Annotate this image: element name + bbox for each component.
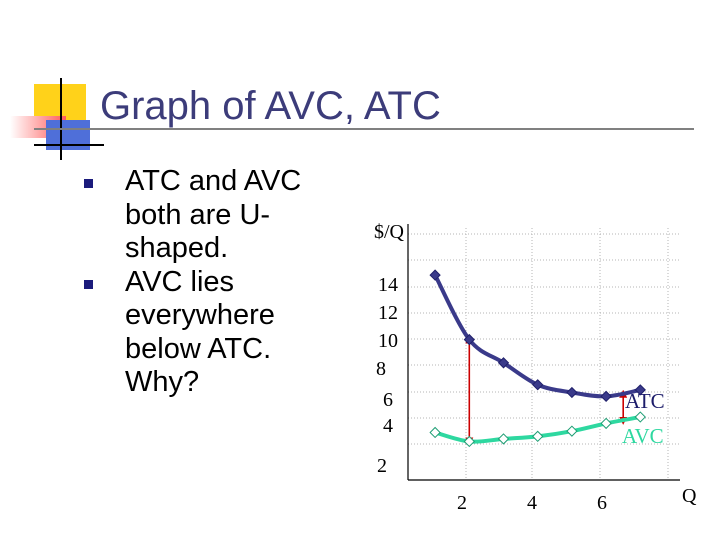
y-tick-label: 10 — [378, 330, 398, 352]
atc-point-3 — [497, 357, 510, 369]
avc-point-6 — [600, 417, 612, 430]
atc-point-7 — [634, 384, 646, 396]
chart-grid — [408, 228, 680, 478]
avc-point-7 — [634, 411, 646, 423]
atc-point-2 — [463, 333, 475, 346]
y-tick-label: 12 — [378, 302, 398, 324]
bullet-text: AVC lies everywhere below ATC. Why? — [125, 265, 275, 399]
deco-vertical-line — [60, 78, 62, 160]
atc-point-4 — [532, 379, 544, 391]
atc-point-1 — [429, 269, 441, 281]
y-tick-label: 14 — [378, 274, 398, 296]
y-axis-label: $/Q — [374, 221, 405, 243]
y-tick-label: 8 — [376, 358, 386, 380]
avc-point-3 — [497, 433, 510, 445]
title-divider — [34, 128, 694, 130]
x-axis-label: Q — [682, 485, 697, 507]
chart-axes — [407, 224, 680, 481]
atc-point-6 — [600, 390, 612, 402]
bullet-item: AVC lies everywhere below ATC. Why? — [80, 266, 330, 400]
chart-labels: 14 12 10 8 6 4 2 2 4 6 $/Q Q ATC AVC — [374, 221, 697, 514]
bullet-marker — [84, 179, 93, 188]
y-tick-label: 6 — [383, 389, 393, 411]
x-tick-label: 6 — [597, 492, 607, 514]
x-tick-label: 4 — [527, 492, 537, 514]
atc-series-label: ATC — [625, 389, 665, 413]
avc-point-5 — [566, 425, 578, 437]
avc-series-label: AVC — [622, 424, 664, 448]
deco-horizontal-line — [34, 144, 104, 146]
chart-arrows — [465, 335, 628, 446]
atc-point-5 — [566, 386, 578, 399]
y-tick-label: 2 — [377, 455, 387, 477]
bullet-marker — [84, 279, 93, 289]
chart-lines — [429, 269, 646, 448]
avc-point-4 — [532, 430, 544, 442]
bullet-item: ATC and AVC both are U-shaped. — [80, 165, 330, 266]
bullet-text: ATC and AVC both are U-shaped. — [125, 165, 302, 264]
x-tick-label: 2 — [457, 492, 467, 514]
avc-point-1 — [429, 426, 441, 439]
bullet-list: ATC and AVC both are U-shaped. AVC lies … — [80, 165, 330, 400]
slide-title: Graph of AVC, ATC — [100, 84, 441, 128]
y-tick-label: 4 — [383, 415, 393, 437]
avc-point-2 — [463, 435, 475, 448]
